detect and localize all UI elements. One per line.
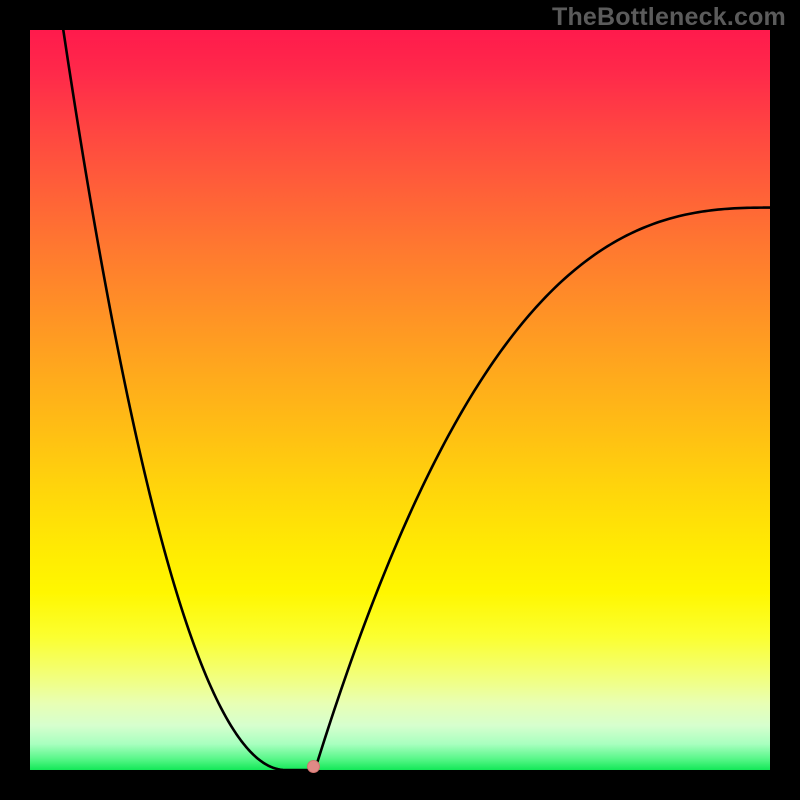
chart-container: TheBottleneck.com (0, 0, 800, 800)
bottleneck-curve (0, 0, 800, 800)
watermark-text: TheBottleneck.com (552, 3, 786, 32)
curve-path (63, 30, 770, 770)
